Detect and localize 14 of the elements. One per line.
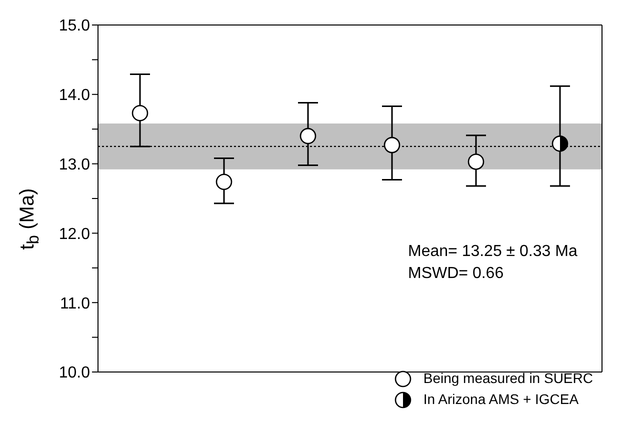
legend-label: In Arizona AMS + IGCEA	[423, 390, 579, 409]
point	[300, 128, 316, 144]
y-tick-label: 14.0	[58, 87, 90, 104]
annotation: MSWD= 0.66	[408, 264, 505, 284]
y-tick-label: 12.0	[58, 226, 90, 243]
annotation: Mean= 13.25 ± 0.33 Ma	[408, 242, 578, 262]
y-tick-label: 11.0	[60, 295, 90, 312]
point	[384, 136, 400, 154]
y-tick-label: 15.0	[58, 18, 90, 35]
point	[552, 136, 568, 152]
legend-label: Being measured in SUERC	[423, 369, 593, 388]
point	[468, 154, 484, 170]
y-tick-label: 10.0	[58, 364, 90, 382]
y-tick-label: 13.0	[58, 156, 90, 174]
